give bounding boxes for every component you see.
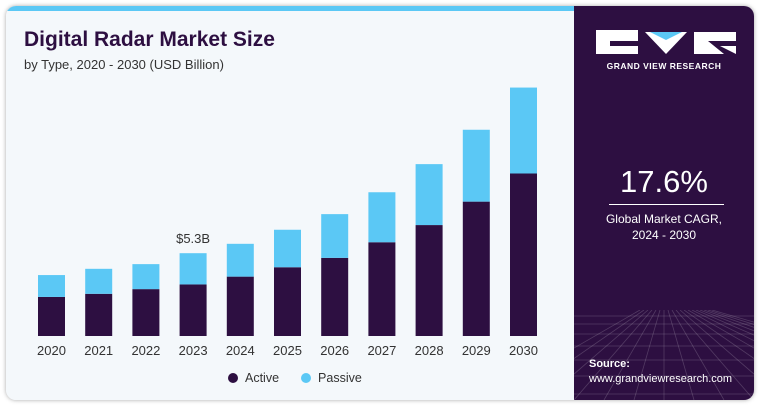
x-tick-label-2023: 2023 [179,343,208,358]
stacked-bar-chart: 2020 2021 2022 2023 $5.3B 2024 2025 2026 2027 202… [37,87,538,358]
x-tick-label-2028: 2028 [415,343,444,358]
bar-passive-2025 [274,229,301,268]
bar-active-2027 [368,242,396,336]
bar-passive-2026 [321,214,349,258]
cagr-label: Global Market CAGR, 2024 - 2030 [574,211,754,243]
cagr-label-line2: 2024 - 2030 [631,228,697,242]
infographic-card: Digital Radar Market Size by Type, 2020 … [6,6,754,400]
legend-swatch-active [228,373,238,383]
x-tick-label-2020: 2020 [37,343,66,358]
legend-item-active: Active [228,371,279,385]
chart-title: Digital Radar Market Size [24,28,275,51]
bar-active-2024 [226,276,254,336]
bar-passive-2028 [415,164,443,226]
source-label: Source: [589,358,630,370]
bar-passive-2029 [462,129,490,202]
bar-active-2022 [132,289,160,336]
bar-passive-2022 [132,264,160,290]
x-tick-label-2027: 2027 [367,343,396,358]
x-tick-label-2029: 2029 [462,343,491,358]
cagr-label-line1: Global Market CAGR, [605,212,723,226]
bar-passive-2030 [510,87,537,174]
bar-passive-2027 [368,192,396,243]
bar-active-2020 [38,296,65,336]
bar-active-2029 [462,201,490,336]
bar-active-2021 [85,293,113,336]
cagr-divider [609,204,724,205]
chart-subtitle: by Type, 2020 - 2030 (USD Billion) [24,57,224,72]
legend-item-passive: Passive [301,371,362,385]
bar-active-2023 [179,284,207,336]
brand-name: GRAND VIEW RESEARCH [606,61,722,71]
bar-active-2030 [510,173,537,336]
x-tick-label-2021: 2021 [84,343,113,358]
cagr-value: 17.6% [620,164,708,199]
x-tick-label-2030: 2030 [509,343,538,358]
stats-panel: GRAND VIEW RESEARCH 17.6% Global Market … [574,6,754,400]
legend-label-passive: Passive [318,371,362,385]
grand-view-research-logo-icon [596,30,736,54]
x-tick-label-2026: 2026 [320,343,349,358]
bar-active-2028 [415,225,443,336]
decorative-grid [574,310,754,400]
bar-passive-2020 [38,275,65,297]
top-accent-bar [6,6,574,11]
bar-active-2026 [321,257,349,336]
x-tick-label-2024: 2024 [226,343,255,358]
bar-passive-2023 [179,253,207,285]
source-url: www.grandviewresearch.com [589,373,733,385]
bar-passive-2021 [85,268,113,294]
data-label-2023: $5.3B [176,231,210,246]
bar-passive-2024 [226,243,254,277]
x-tick-label-2022: 2022 [131,343,160,358]
x-tick-label-2025: 2025 [273,343,302,358]
legend-swatch-passive [301,373,312,383]
legend-label-active: Active [245,371,280,385]
bar-active-2025 [274,267,301,336]
chart-legend: Active Passive [228,371,376,385]
